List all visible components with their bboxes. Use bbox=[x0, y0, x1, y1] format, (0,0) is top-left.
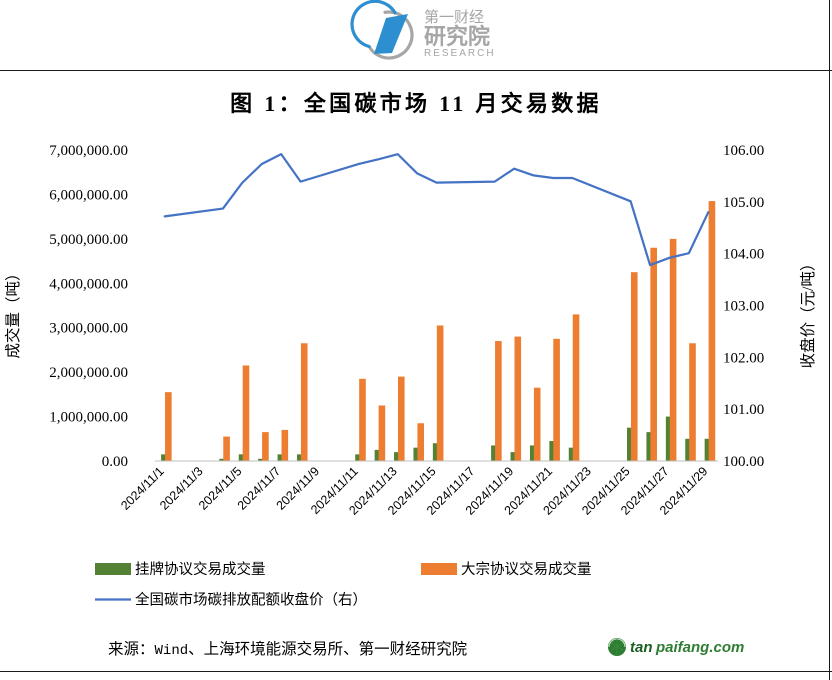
svg-text:6,000,000.00: 6,000,000.00 bbox=[49, 187, 128, 203]
svg-text:100.00: 100.00 bbox=[723, 454, 764, 470]
svg-text:1,000,000.00: 1,000,000.00 bbox=[49, 410, 128, 426]
svg-text:成交量（吨）: 成交量（吨） bbox=[4, 265, 22, 358]
svg-text:大宗协议交易成交量: 大宗协议交易成交量 bbox=[461, 560, 592, 578]
svg-text:101.00: 101.00 bbox=[723, 402, 764, 418]
svg-text:3,000,000.00: 3,000,000.00 bbox=[49, 321, 128, 337]
svg-text:0.00: 0.00 bbox=[102, 454, 128, 470]
svg-text:104.00: 104.00 bbox=[723, 247, 764, 263]
svg-text:103.00: 103.00 bbox=[723, 299, 764, 315]
svg-text:收盘价（元/吨）: 收盘价（元/吨） bbox=[798, 256, 817, 369]
svg-text:tan: tan bbox=[630, 639, 653, 656]
svg-text:paifang.com: paifang.com bbox=[655, 639, 744, 656]
svg-text:102.00: 102.00 bbox=[723, 350, 764, 366]
svg-text:2,000,000.00: 2,000,000.00 bbox=[49, 365, 128, 381]
svg-text:106.00: 106.00 bbox=[723, 143, 764, 159]
svg-text:105.00: 105.00 bbox=[723, 195, 764, 211]
svg-text:挂牌协议交易成交量: 挂牌协议交易成交量 bbox=[135, 560, 266, 578]
svg-text:4,000,000.00: 4,000,000.00 bbox=[49, 276, 128, 292]
svg-text:全国碳市场碳排放配额收盘价（右）: 全国碳市场碳排放配额收盘价（右） bbox=[135, 591, 367, 609]
svg-text:5,000,000.00: 5,000,000.00 bbox=[49, 232, 128, 248]
svg-text:来源：Wind、上海环境能源交易所、第一财经研究院: 来源：Wind、上海环境能源交易所、第一财经研究院 bbox=[108, 639, 467, 659]
svg-text:7,000,000.00: 7,000,000.00 bbox=[49, 143, 128, 159]
